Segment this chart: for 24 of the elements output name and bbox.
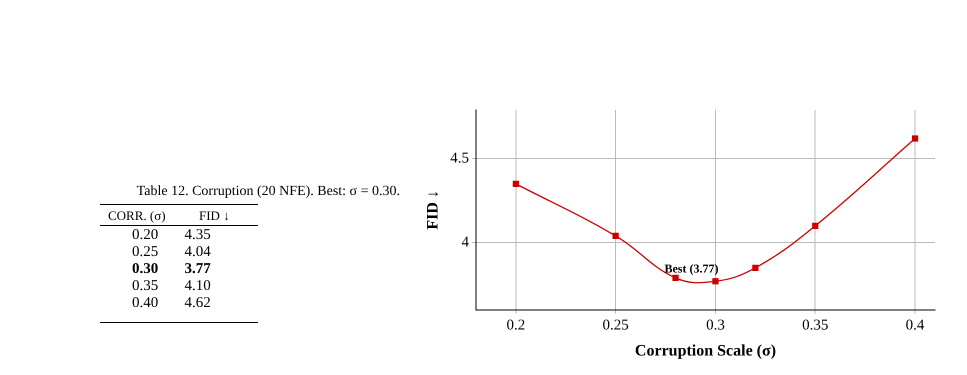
point xyxy=(752,264,758,271)
point xyxy=(512,180,519,187)
x-tick-label: 0.3 xyxy=(706,318,725,334)
point xyxy=(672,274,679,282)
text: 0.35 4.10 xyxy=(131,278,211,294)
annotation: Best (3.77) xyxy=(664,261,718,276)
point xyxy=(812,222,818,229)
text: 0.20 4.35 xyxy=(131,227,211,243)
text: 0.40 4.62 xyxy=(131,295,211,311)
x-axis-title: Corruption Scale (σ) xyxy=(634,342,776,360)
text: CORR. (σ) FID ↓ xyxy=(100,205,258,226)
point xyxy=(712,278,719,284)
y-tick-label: 4 xyxy=(461,234,470,251)
x-tick-label: 0.25 xyxy=(602,318,629,334)
y-tick-label: 4.5 xyxy=(450,150,469,167)
point xyxy=(612,232,619,240)
point xyxy=(912,135,918,142)
x-tick-label: 0.2 xyxy=(506,318,526,334)
text: Table 12. Corruption (20 NFE). Best: σ = 0.30. xyxy=(136,184,400,200)
y-axis-title: FID ↓ xyxy=(424,190,442,230)
x-tick-label: 0.35 xyxy=(802,318,828,334)
x-tick-label: 0.4 xyxy=(906,318,925,334)
text: 0.30 3.77 xyxy=(131,261,211,277)
text: 0.25 4.04 xyxy=(131,244,211,260)
